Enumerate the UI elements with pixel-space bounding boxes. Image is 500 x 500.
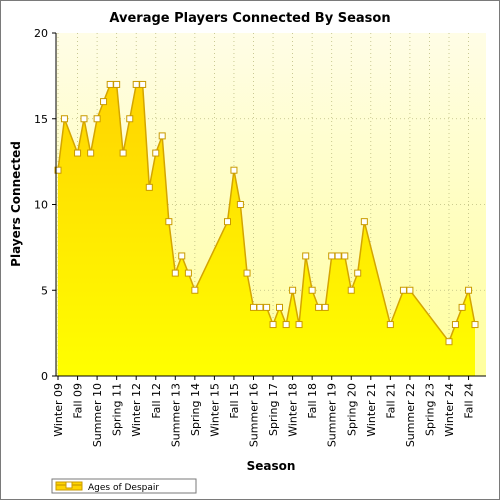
legend-label: Ages of Despair (88, 483, 159, 493)
y-axis-label: Players Connected (9, 141, 23, 267)
x-tick-label: Fall 24 (463, 383, 476, 419)
data-point-marker (360, 218, 368, 226)
data-point-marker (334, 252, 342, 260)
x-tick-label: Fall 12 (150, 383, 163, 419)
data-point-marker (347, 286, 355, 294)
x-tick-label: Winter 09 (52, 383, 65, 437)
data-point-marker (100, 98, 108, 106)
data-point-marker (386, 321, 394, 329)
x-tick-label: Spring 11 (111, 383, 124, 436)
y-tick-label: 5 (41, 284, 48, 297)
y-tick-label: 10 (34, 199, 48, 212)
y-ticks: 0 5 10 15 20 (34, 27, 56, 383)
x-tick-label: Spring 14 (189, 383, 202, 436)
data-point-marker (165, 218, 173, 226)
data-point-marker (399, 286, 407, 294)
series-area-fill (58, 84, 475, 376)
data-point-marker (282, 321, 290, 329)
y-tick-label: 20 (34, 27, 48, 40)
x-tick-label: Fall 09 (72, 383, 85, 419)
data-point-marker (87, 149, 95, 157)
x-tick-label: Winter 24 (443, 383, 456, 437)
x-tick-label: Fall 15 (228, 383, 241, 419)
data-point-marker (171, 269, 179, 277)
x-tick-label: Winter 18 (287, 383, 300, 437)
chart-title: Average Players Connected By Season (109, 11, 390, 26)
data-point-marker (445, 338, 453, 346)
x-tick-label: Summer 10 (91, 383, 104, 447)
data-point-marker (276, 303, 283, 311)
data-point-marker (178, 252, 186, 260)
data-point-marker (74, 149, 82, 157)
data-point-marker (106, 80, 114, 88)
x-tick-label: Winter 21 (365, 383, 378, 437)
data-point-marker (191, 286, 199, 294)
y-tick-label: 15 (34, 113, 48, 126)
data-point-marker (230, 166, 238, 174)
data-point-marker (139, 80, 147, 88)
data-point-marker (60, 115, 68, 123)
data-point-marker (471, 321, 479, 329)
x-tick-label: Summer 16 (248, 383, 261, 447)
data-point-marker (354, 269, 362, 277)
x-tick-label: Winter 15 (208, 383, 221, 437)
data-point-marker (458, 303, 466, 311)
x-tick-label: Spring 23 (423, 383, 436, 436)
x-tick-label: Fall 18 (306, 383, 319, 419)
data-point-marker (54, 166, 62, 174)
x-tick-label: Fall 21 (384, 383, 397, 419)
series-markers (54, 80, 479, 346)
data-point-marker (152, 149, 160, 157)
x-axis-label: Season (247, 459, 296, 473)
legend: Ages of Despair (51, 478, 197, 494)
x-tick-label: Spring 20 (345, 383, 358, 436)
data-point-marker (132, 80, 140, 88)
data-point-marker (269, 321, 277, 329)
data-point-marker (295, 321, 303, 329)
y-tick-label: 0 (41, 370, 48, 383)
data-point-marker (341, 252, 349, 260)
data-point-marker (243, 269, 251, 277)
x-tick-label: Spring 17 (267, 383, 280, 436)
legend-marker (65, 481, 73, 489)
data-point-marker (145, 183, 153, 191)
data-point-marker (184, 269, 192, 277)
data-point-marker (126, 115, 134, 123)
data-point-marker (308, 286, 316, 294)
data-point-marker (321, 303, 329, 311)
data-point-marker (328, 252, 336, 260)
legend-box (51, 478, 197, 494)
data-point-marker (256, 303, 264, 311)
data-point-marker (113, 80, 121, 88)
data-point-marker (250, 303, 257, 311)
data-point-marker (236, 201, 244, 208)
data-point-marker (302, 252, 310, 260)
x-ticks: Winter 09 Fall 09 Summer 10 Spring 11 Winter… (52, 376, 476, 447)
data-point-marker (158, 132, 166, 140)
x-tick-label: Winter 12 (130, 383, 143, 437)
data-point-marker (119, 149, 127, 157)
x-tick-label: Summer 13 (169, 383, 182, 447)
data-point-marker (263, 303, 271, 311)
data-point-marker (406, 286, 414, 294)
data-point-marker (465, 286, 473, 294)
data-point-marker (93, 115, 101, 123)
x-tick-label: Summer 19 (326, 383, 339, 447)
data-point-marker (289, 286, 297, 294)
x-tick-label: Summer 22 (404, 383, 417, 447)
data-point-marker (224, 218, 231, 226)
data-point-marker (80, 115, 88, 123)
data-point-marker (315, 303, 323, 311)
data-point-marker (451, 321, 459, 329)
